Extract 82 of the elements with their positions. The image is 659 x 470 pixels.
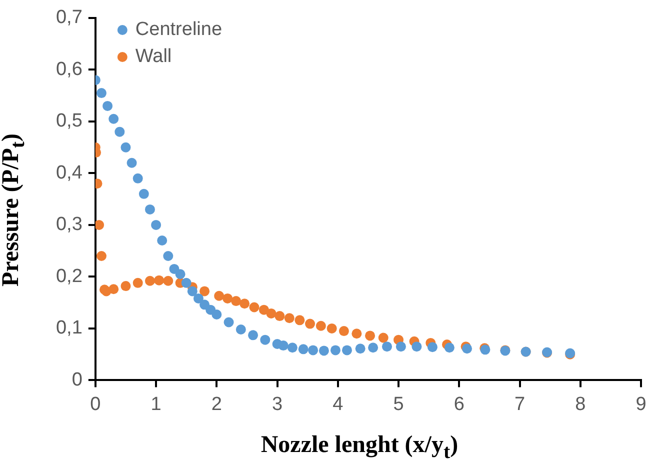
point bbox=[342, 345, 352, 356]
x-tick-label: 1 bbox=[150, 394, 162, 415]
point bbox=[316, 320, 326, 331]
legend-label: Centreline bbox=[135, 19, 222, 40]
y-tick-label: 0,6 bbox=[56, 58, 82, 80]
x-tick-label: 8 bbox=[575, 394, 586, 415]
point bbox=[224, 317, 234, 328]
point bbox=[249, 302, 260, 312]
point bbox=[102, 100, 113, 111]
point bbox=[181, 278, 192, 288]
point bbox=[266, 308, 276, 318]
x-tick-label: 0 bbox=[90, 394, 101, 415]
point bbox=[240, 298, 250, 309]
x-axis-title: Nozzle lenght (x/y$_{t}$) bbox=[260, 432, 460, 464]
point bbox=[236, 324, 246, 334]
y-tick-label: 0 bbox=[72, 369, 82, 390]
point bbox=[120, 142, 131, 152]
y-tick-label: 0,5 bbox=[56, 110, 82, 132]
point bbox=[287, 342, 298, 353]
x-tick-label: 6 bbox=[454, 394, 464, 415]
point bbox=[260, 334, 270, 345]
point bbox=[154, 275, 164, 286]
point bbox=[352, 328, 362, 339]
point bbox=[151, 220, 162, 230]
legend-label: Wall bbox=[135, 46, 172, 68]
point bbox=[444, 342, 454, 353]
point bbox=[144, 204, 155, 214]
point bbox=[163, 276, 174, 286]
x-tick-label: 9 bbox=[636, 394, 646, 415]
point bbox=[157, 235, 168, 246]
point bbox=[427, 342, 438, 352]
point bbox=[187, 286, 198, 296]
point bbox=[120, 281, 131, 292]
y-tick-label: 0,7 bbox=[56, 7, 82, 28]
point bbox=[132, 173, 143, 184]
x-tick-label: 2 bbox=[211, 394, 222, 415]
point bbox=[258, 304, 269, 315]
point bbox=[231, 296, 242, 306]
point bbox=[95, 220, 104, 230]
y-tick-label: 0,1 bbox=[56, 318, 82, 339]
point bbox=[212, 309, 222, 320]
point bbox=[278, 340, 288, 351]
point bbox=[365, 330, 376, 341]
point bbox=[200, 286, 210, 296]
point bbox=[298, 344, 308, 354]
point bbox=[108, 114, 119, 124]
point bbox=[382, 342, 392, 352]
point bbox=[248, 330, 258, 340]
y-tick-label: 0,2 bbox=[56, 266, 82, 287]
point bbox=[175, 269, 186, 280]
point bbox=[305, 318, 316, 329]
point bbox=[108, 284, 119, 294]
y-tick-label: 0,3 bbox=[56, 214, 82, 236]
point bbox=[274, 311, 285, 322]
point bbox=[396, 342, 406, 352]
point bbox=[144, 276, 155, 286]
point bbox=[132, 278, 143, 288]
point bbox=[214, 290, 224, 301]
point bbox=[378, 332, 388, 343]
point bbox=[368, 342, 378, 353]
point bbox=[126, 158, 137, 168]
x-tick-label: 3 bbox=[272, 394, 283, 415]
point bbox=[163, 251, 174, 262]
point bbox=[96, 251, 106, 262]
point bbox=[412, 342, 422, 352]
point bbox=[114, 126, 125, 137]
point bbox=[330, 345, 340, 356]
x-tick-label: 5 bbox=[393, 394, 404, 415]
point bbox=[193, 293, 204, 304]
point bbox=[355, 344, 366, 354]
x-tick-label: 7 bbox=[514, 394, 526, 415]
x-tick-label: 4 bbox=[332, 394, 344, 415]
point bbox=[222, 293, 233, 304]
point bbox=[294, 315, 305, 326]
point bbox=[338, 326, 349, 336]
point bbox=[284, 313, 294, 324]
point bbox=[318, 346, 329, 356]
point bbox=[326, 323, 337, 334]
point bbox=[138, 188, 149, 199]
y-tick-label: 0,4 bbox=[56, 162, 83, 184]
point bbox=[96, 88, 106, 98]
point bbox=[308, 345, 318, 356]
